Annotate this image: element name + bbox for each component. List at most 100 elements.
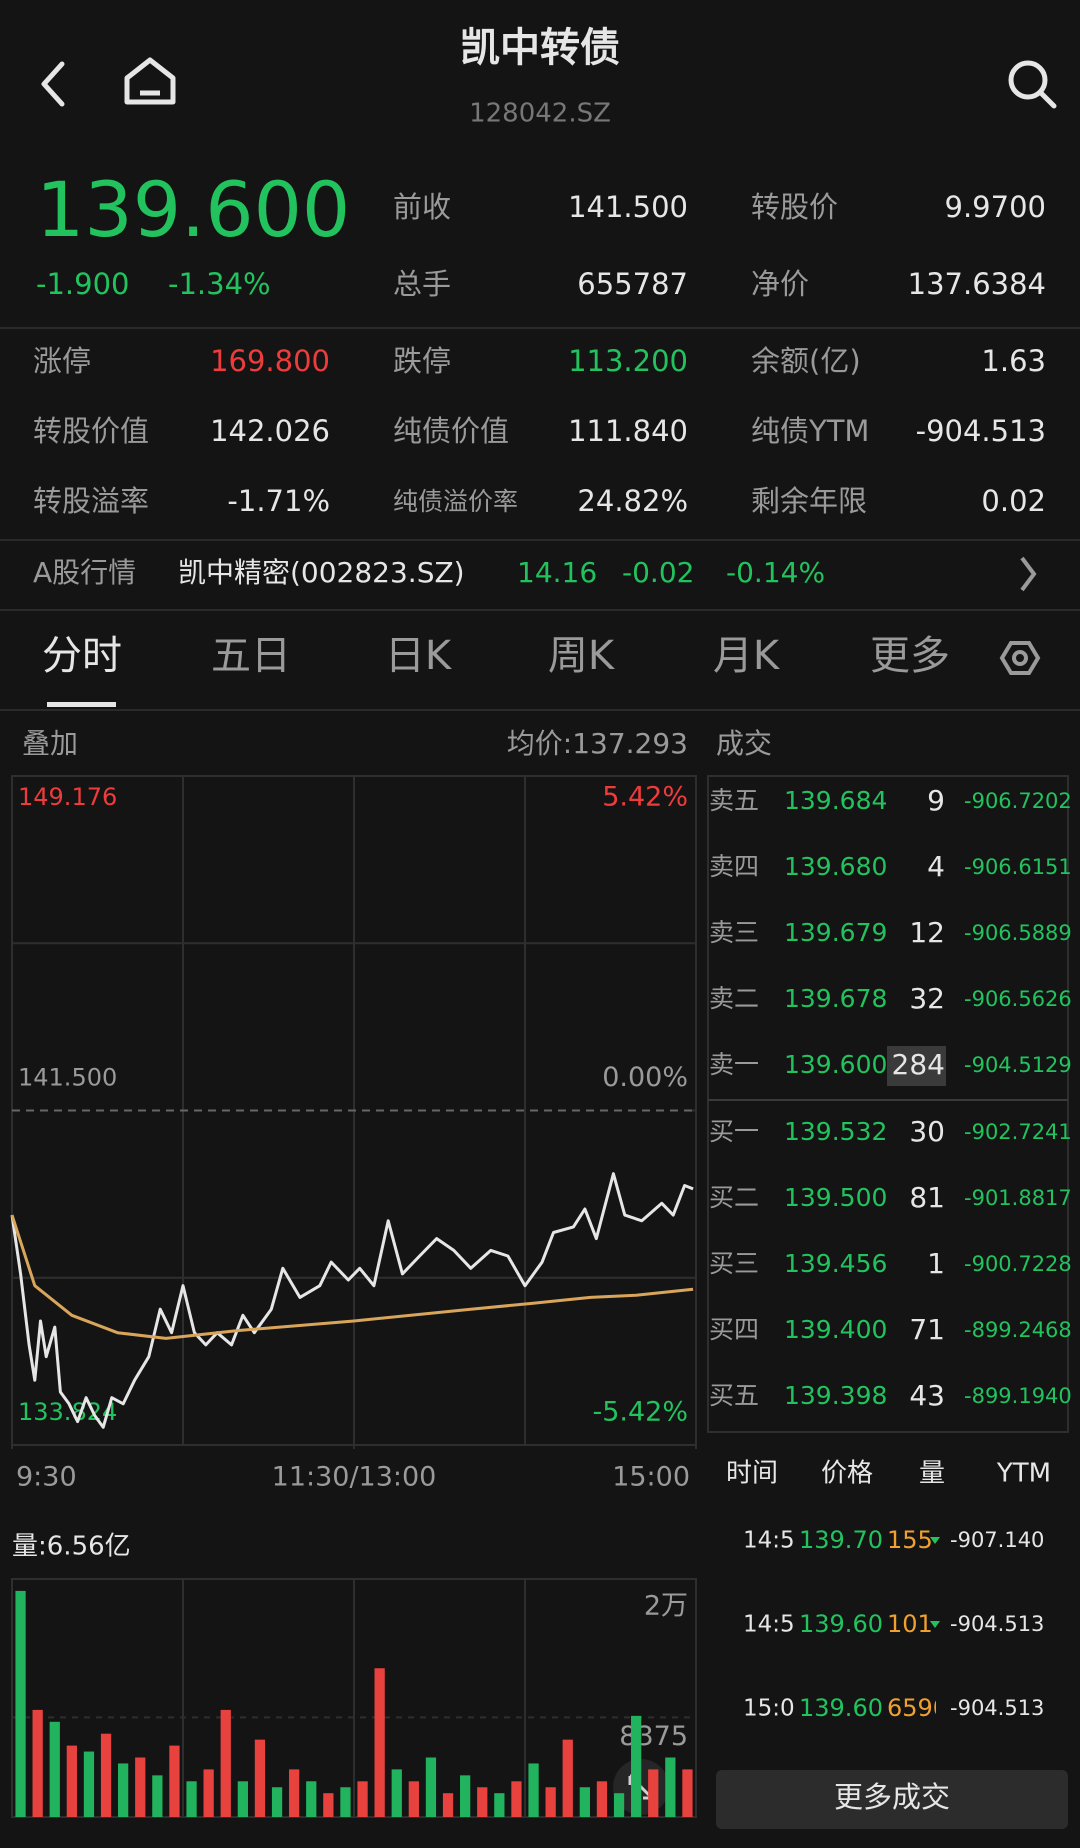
tab[interactable]: 周K xyxy=(548,633,616,679)
order-label: 买一 xyxy=(709,1117,759,1146)
order-volume: 30 xyxy=(909,1115,945,1148)
trade-cell: 101 xyxy=(887,1610,933,1638)
stat-value: 141.500 xyxy=(568,190,688,224)
order-ytm: -899.2468 xyxy=(964,1318,1072,1342)
down-arrow xyxy=(930,1621,940,1628)
trade-value: 139.600 xyxy=(799,1610,898,1638)
volume-bar xyxy=(613,1793,625,1817)
change-pct: -1.34% xyxy=(168,267,271,301)
back-button[interactable] xyxy=(41,61,65,107)
trade-cell: -907.140 xyxy=(950,1528,1044,1552)
more-trades-label[interactable]: 更多成交 xyxy=(834,1780,950,1814)
volume-bar xyxy=(100,1733,112,1817)
stat-value: 655787 xyxy=(577,267,688,301)
trade-value: 14:56 xyxy=(743,1528,809,1554)
volume-bar xyxy=(118,1763,129,1817)
order-ytm: -906.7202 xyxy=(964,789,1072,813)
stat-value: 169.800 xyxy=(210,344,330,378)
order-label: 买四 xyxy=(709,1315,759,1344)
trade-value: 139.600 xyxy=(799,1694,898,1722)
order-price: 139.398 xyxy=(784,1381,887,1410)
trades-title: 成交 xyxy=(716,727,772,760)
trade-cell: 139.600 xyxy=(799,1610,898,1638)
trade-cell: 14:57 xyxy=(743,1612,796,1638)
stat-label: 跌停 xyxy=(393,344,451,378)
y2-tick-label: 0.00% xyxy=(602,1062,688,1093)
order-ytm: -900.7228 xyxy=(964,1252,1072,1276)
trade-value: 155 xyxy=(887,1526,933,1554)
order-book-frame xyxy=(707,775,1069,1433)
trade-value: -904.513 xyxy=(950,1696,1044,1720)
stat-label: 总手 xyxy=(393,267,451,301)
search-button[interactable] xyxy=(1008,60,1057,109)
order-price: 139.500 xyxy=(784,1183,887,1212)
order-label: 卖三 xyxy=(709,918,759,947)
stat-value: 111.840 xyxy=(568,414,688,448)
order-volume: 71 xyxy=(909,1313,945,1346)
volume-bar xyxy=(357,1781,368,1817)
y2-tick-label: -5.42% xyxy=(592,1397,688,1428)
tab[interactable]: 分时 xyxy=(42,633,122,679)
volume-bar xyxy=(631,1715,642,1817)
settings-icon xyxy=(999,641,1041,675)
volume-bar xyxy=(596,1781,608,1817)
stat-label: 前收 xyxy=(393,190,451,224)
volume-bar xyxy=(391,1769,402,1817)
tab-underline xyxy=(47,702,116,707)
settings-button[interactable] xyxy=(999,641,1041,675)
stock-price: 14.16 xyxy=(517,556,597,589)
order-volume: 81 xyxy=(909,1181,945,1214)
volume-bar xyxy=(32,1709,43,1817)
volume-bar xyxy=(340,1787,351,1817)
stat-label: 涨停 xyxy=(33,344,91,378)
stat-value: -1.71% xyxy=(227,484,330,518)
trades-header: YTM xyxy=(996,1459,1051,1489)
trade-cell: 155 xyxy=(887,1526,933,1554)
order-ytm: -906.5626 xyxy=(964,987,1072,1011)
more-trades-button[interactable] xyxy=(716,1770,1068,1829)
volume-title: 量:6.56亿 xyxy=(12,1532,131,1562)
settings-icon-center xyxy=(1012,650,1028,666)
tab[interactable]: 五日 xyxy=(211,633,291,679)
stock-row-chevron[interactable] xyxy=(1020,556,1037,592)
stock-change: -0.02 xyxy=(622,556,694,589)
y-tick-label: 2万 xyxy=(644,1591,688,1622)
stat-label: 转股溢率 xyxy=(33,484,149,518)
volume-bar xyxy=(511,1781,522,1817)
volume-bar xyxy=(494,1793,505,1817)
volume-bar xyxy=(49,1721,60,1817)
order-ytm: -902.7241 xyxy=(964,1120,1072,1144)
trade-value: -907.140 xyxy=(950,1528,1044,1552)
tab[interactable]: 月K xyxy=(713,633,781,679)
x-tick-label: 9:30 xyxy=(16,1462,77,1493)
order-price: 139.600 xyxy=(784,1050,887,1079)
volume-bar xyxy=(203,1769,214,1817)
volume-bar xyxy=(66,1745,77,1817)
tab[interactable]: 更多 xyxy=(870,633,950,679)
order-price: 139.680 xyxy=(784,852,887,881)
y-tick-label: 8375 xyxy=(619,1721,688,1752)
trade-value: -904.513 xyxy=(950,1612,1044,1636)
stat-value: 142.026 xyxy=(210,414,330,448)
order-book: 卖五 139.684 9 -906.7202 卖四 139.680 4 -906.6151 卖三… xyxy=(709,784,1072,1412)
order-label: 买五 xyxy=(709,1381,759,1410)
volume-bar xyxy=(460,1775,471,1817)
home-icon xyxy=(124,57,176,105)
volume-bar xyxy=(220,1709,231,1817)
x-tick-label: 11:30/13:00 xyxy=(272,1462,437,1493)
home-button[interactable] xyxy=(124,57,176,105)
order-price: 139.532 xyxy=(784,1117,887,1146)
trade-cell: -904.513 xyxy=(950,1696,1044,1720)
order-price: 139.684 xyxy=(784,786,887,815)
stock-row-label: A股行情 xyxy=(33,556,136,589)
volume-bar xyxy=(15,1590,26,1817)
x-tick-label: 15:00 xyxy=(612,1462,690,1493)
volume-bar xyxy=(408,1781,419,1817)
last-price: 139.600 xyxy=(36,165,350,254)
title: 凯中转债 xyxy=(460,25,620,71)
volume-bar xyxy=(562,1739,573,1817)
volume-bar xyxy=(665,1757,676,1817)
tab[interactable]: 日K xyxy=(385,633,453,679)
trade-value: 139.700 xyxy=(799,1526,898,1554)
